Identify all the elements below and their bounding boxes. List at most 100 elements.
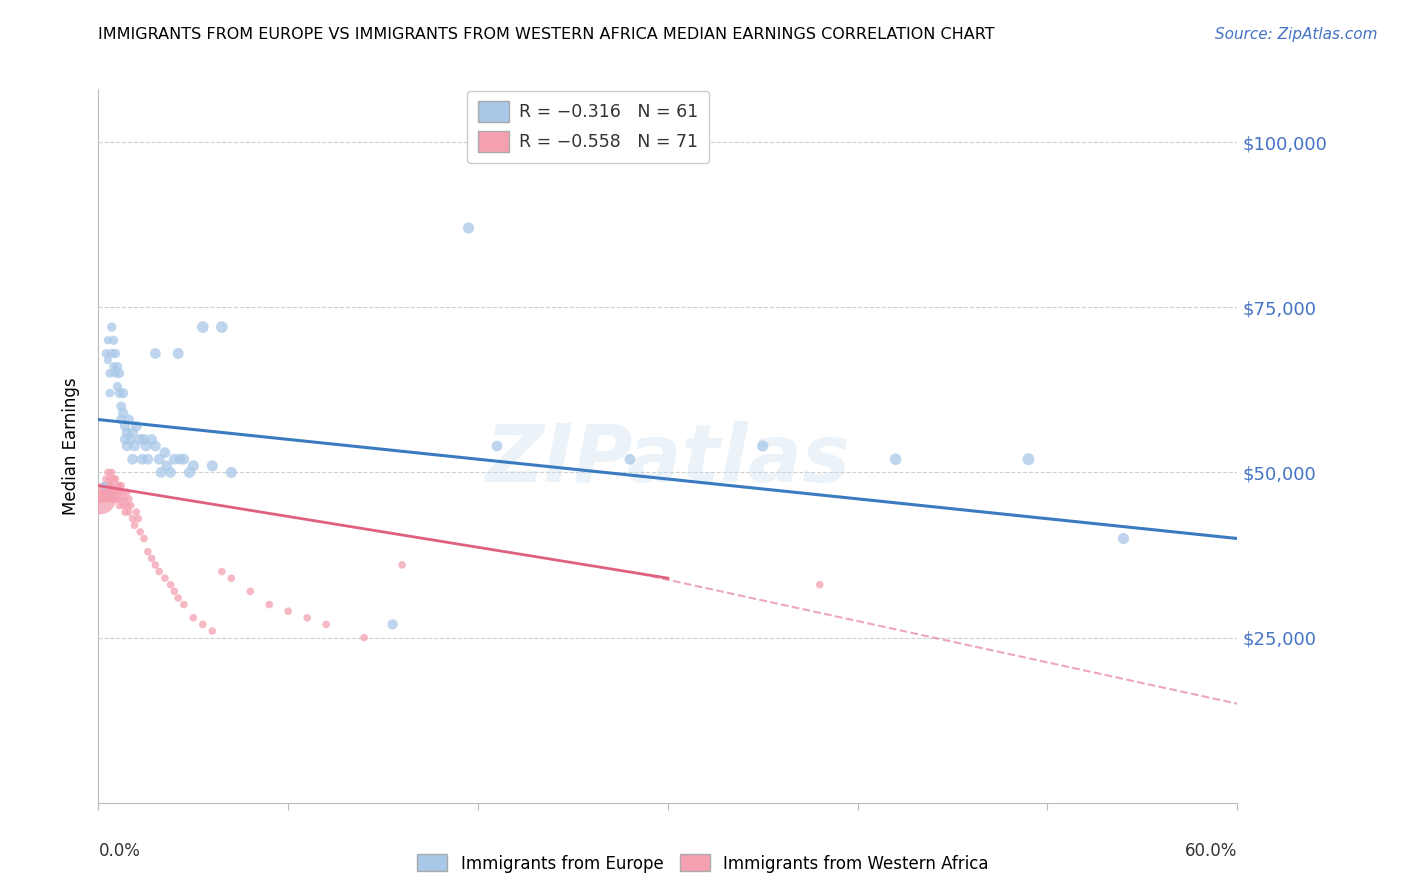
Point (315, 617, 337, 632)
Point (277, 604, 299, 618)
Point (120, 499, 142, 513)
Point (173, 452, 195, 467)
Point (201, 458, 224, 473)
Point (100, 466, 122, 480)
Point (211, 565, 233, 579)
Point (107, 359, 129, 374)
Point (110, 412, 132, 426)
Point (112, 499, 135, 513)
Point (125, 505, 148, 519)
Point (221, 571, 243, 585)
Point (239, 584, 262, 599)
Text: Source: ZipAtlas.com: Source: ZipAtlas.com (1215, 27, 1378, 42)
Point (132, 532, 155, 546)
Point (353, 631, 375, 645)
Point (110, 491, 132, 506)
Point (131, 452, 153, 467)
Point (104, 346, 127, 360)
Point (93, 478, 115, 492)
Point (112, 406, 135, 420)
Point (145, 558, 167, 572)
Point (103, 359, 125, 374)
Point (91, 491, 114, 506)
Point (100, 491, 122, 506)
Point (94, 472, 117, 486)
Point (108, 499, 131, 513)
Point (115, 425, 138, 440)
Point (108, 367, 131, 381)
Point (110, 400, 132, 414)
Point (89, 491, 111, 506)
Point (103, 491, 125, 506)
Point (201, 624, 224, 638)
Legend: Immigrants from Europe, Immigrants from Western Africa: Immigrants from Europe, Immigrants from … (411, 847, 995, 880)
Point (94, 346, 117, 360)
Point (98, 367, 121, 381)
Point (104, 485, 127, 500)
Point (179, 466, 201, 480)
Point (108, 478, 131, 492)
Point (145, 439, 167, 453)
Point (94, 485, 117, 500)
Point (156, 458, 179, 473)
Point (97, 491, 120, 506)
Point (107, 379, 129, 393)
Point (121, 425, 143, 440)
Point (112, 386, 135, 401)
Text: 60.0%: 60.0% (1185, 842, 1237, 860)
Point (752, 439, 775, 453)
Point (391, 558, 413, 572)
Point (183, 458, 205, 473)
Point (100, 346, 122, 360)
Point (115, 439, 138, 453)
Point (98, 485, 121, 500)
Point (108, 485, 131, 500)
Point (98, 478, 121, 492)
Text: IMMIGRANTS FROM EUROPE VS IMMIGRANTS FROM WESTERN AFRICA MEDIAN EARNINGS CORRELA: IMMIGRANTS FROM EUROPE VS IMMIGRANTS FRO… (98, 27, 995, 42)
Point (167, 591, 190, 605)
Point (118, 505, 141, 519)
Point (884, 452, 907, 467)
Point (159, 466, 181, 480)
Point (98, 386, 121, 401)
Point (97, 485, 120, 500)
Point (110, 478, 132, 492)
Point (183, 611, 205, 625)
Point (94, 491, 117, 506)
Point (129, 433, 152, 447)
Point (135, 439, 157, 453)
Point (136, 545, 159, 559)
Point (121, 452, 143, 467)
Point (121, 511, 143, 525)
Point (125, 419, 148, 434)
Point (114, 491, 136, 506)
Point (107, 491, 129, 506)
Point (107, 478, 129, 492)
Point (159, 578, 181, 592)
Point (97, 466, 120, 480)
Point (91, 485, 114, 500)
Point (124, 439, 146, 453)
Point (114, 419, 136, 434)
Point (114, 505, 136, 519)
Point (104, 491, 127, 506)
Point (136, 452, 159, 467)
Point (486, 439, 509, 453)
Point (381, 617, 404, 632)
Point (118, 412, 141, 426)
Point (103, 333, 125, 347)
Point (104, 472, 127, 486)
Point (103, 485, 125, 500)
Point (97, 353, 120, 368)
Point (211, 320, 233, 334)
Point (112, 485, 135, 500)
Point (89, 491, 111, 506)
Point (457, 221, 479, 235)
Point (169, 452, 191, 467)
Point (148, 452, 170, 467)
Point (153, 445, 176, 459)
Point (167, 346, 190, 360)
Point (163, 584, 186, 599)
Point (141, 433, 163, 447)
Point (132, 433, 155, 447)
